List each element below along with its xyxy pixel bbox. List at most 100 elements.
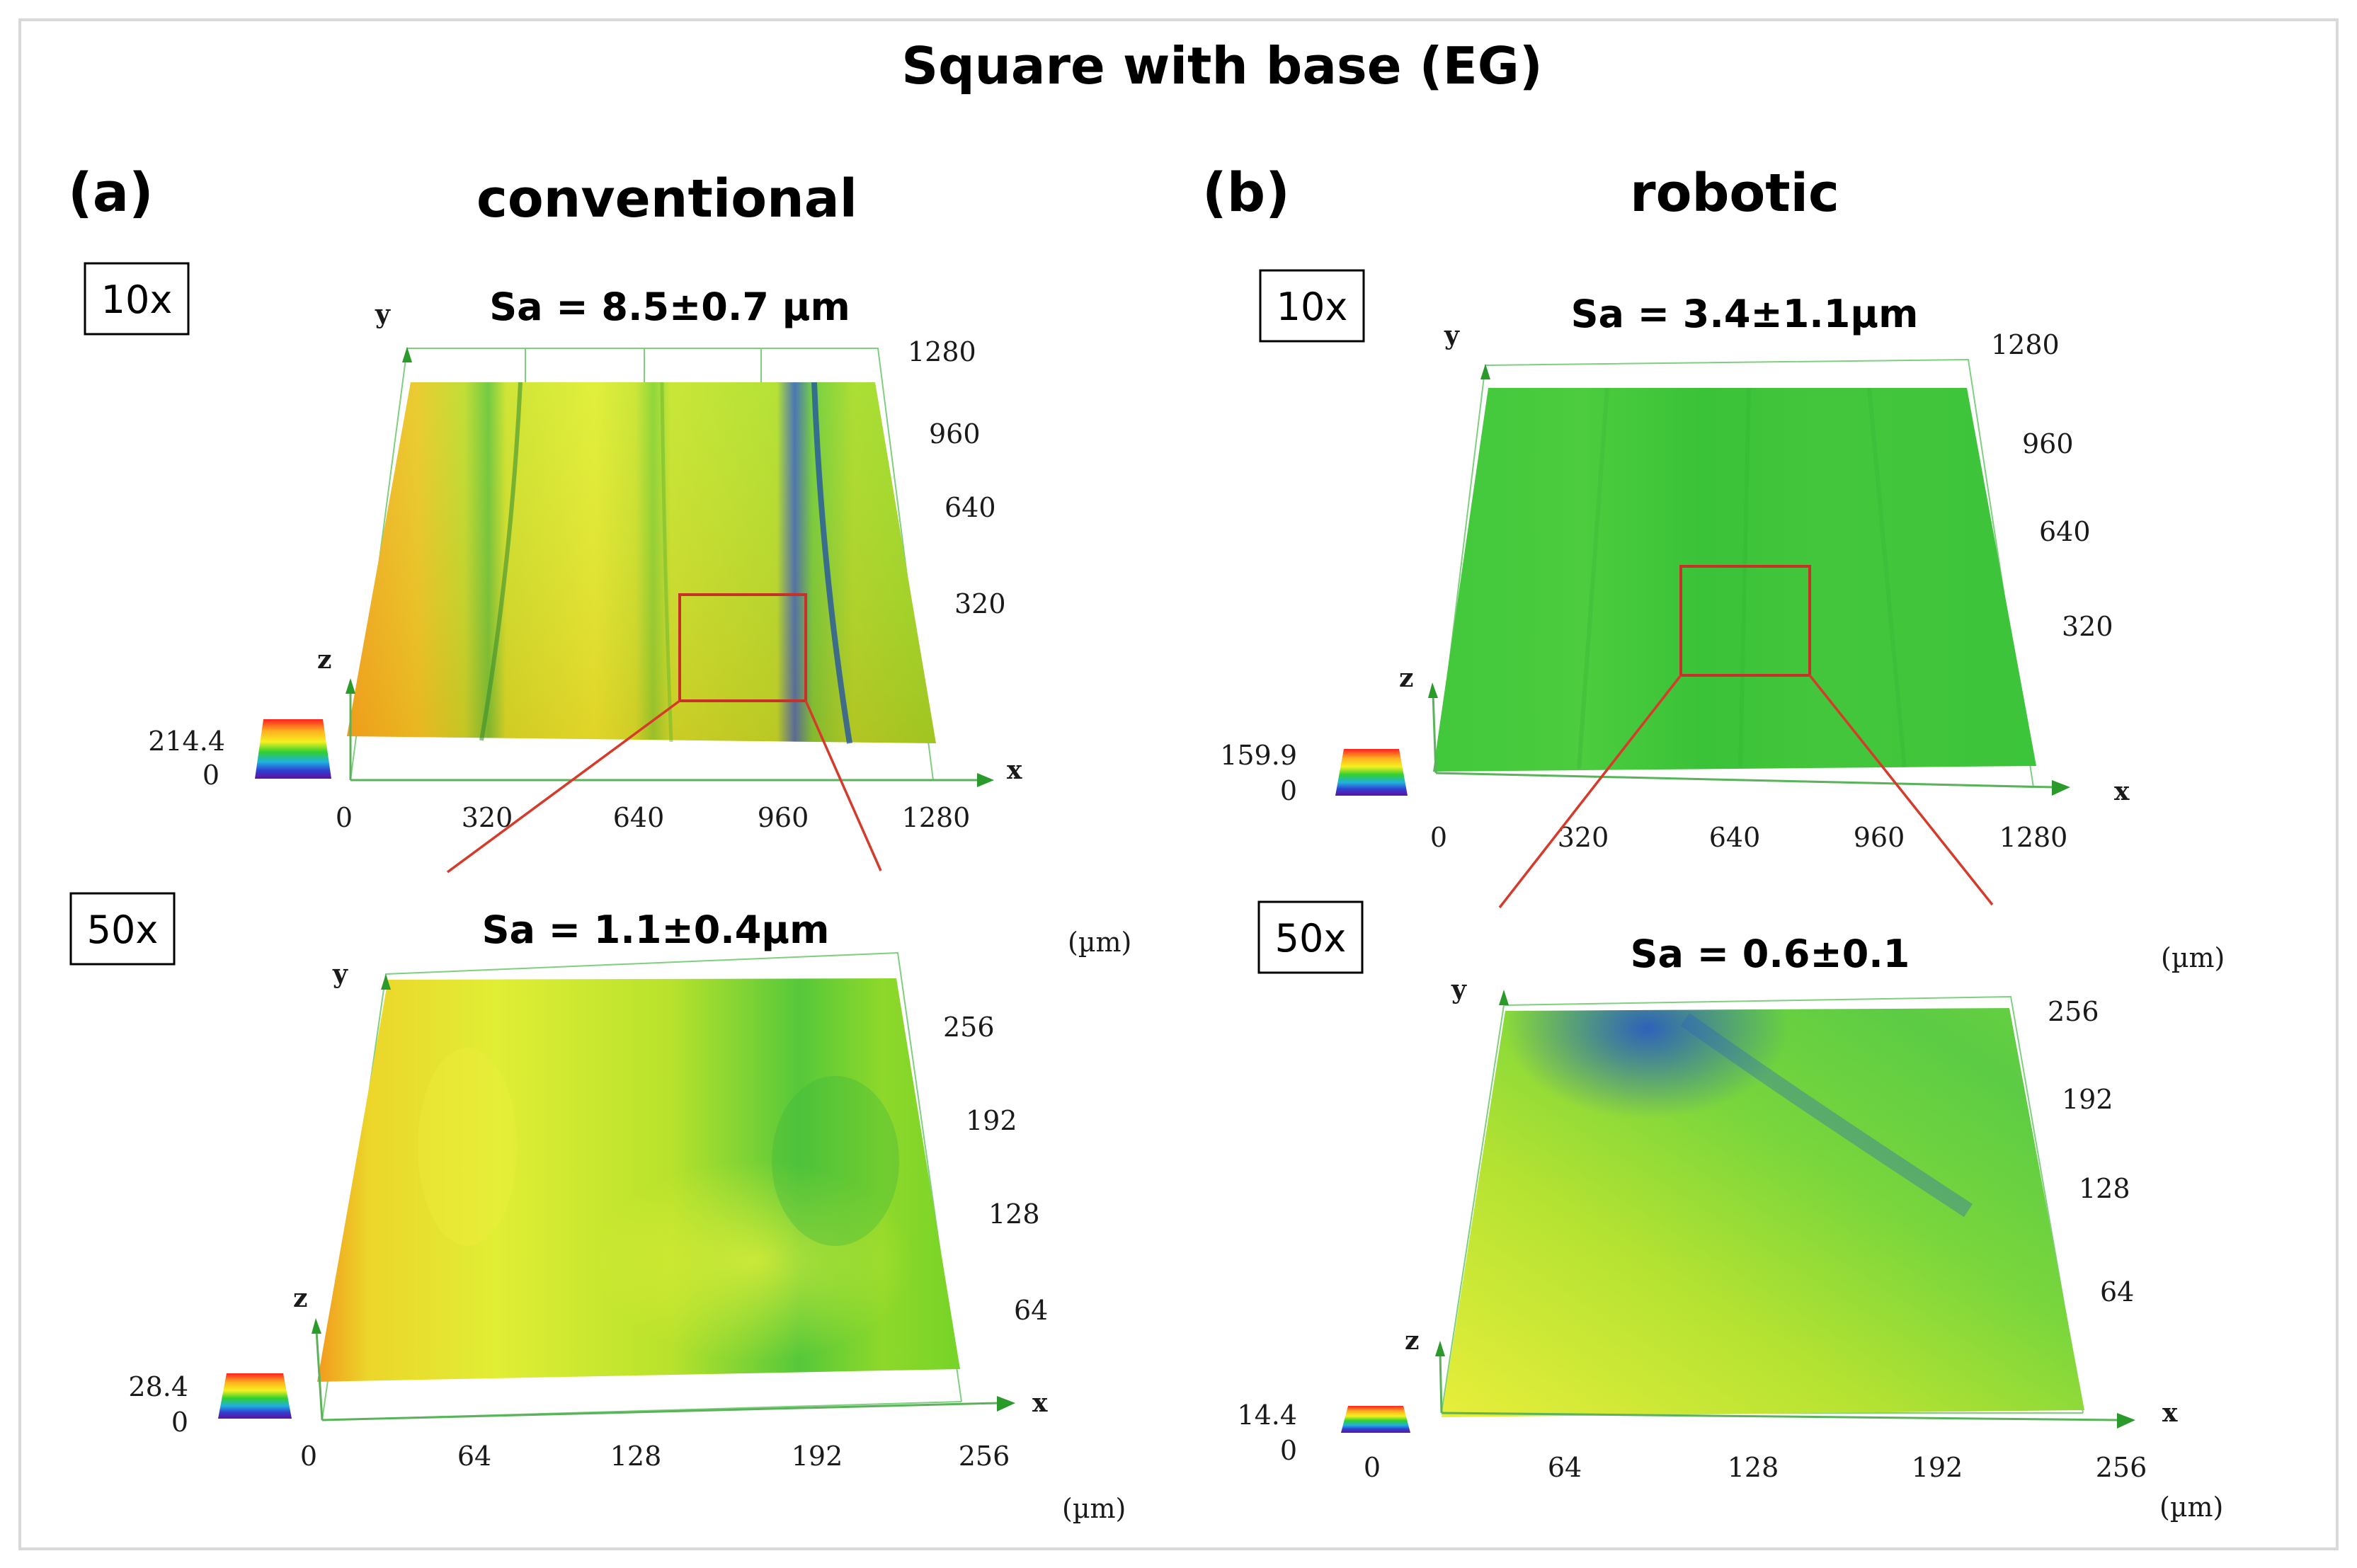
z-axis-a-50x xyxy=(315,1330,324,1421)
z-axis-arrow xyxy=(312,1318,321,1334)
zoom-region-b xyxy=(1679,565,1811,677)
z-colorbar-a-10x xyxy=(255,719,331,779)
x-tick-label: 960 xyxy=(758,802,809,833)
x-tick-label: 192 xyxy=(792,1441,843,1472)
panel-b-label: (b) xyxy=(1202,161,1290,224)
panel-b-heading: robotic xyxy=(1630,163,1839,224)
x-axis-arrow xyxy=(2117,1413,2135,1429)
x-tick-label: 320 xyxy=(1558,822,1609,853)
surface-patch xyxy=(772,1076,899,1246)
y-axis-arrow xyxy=(402,347,412,362)
x-tick-label: 256 xyxy=(959,1441,1010,1472)
panel-a-label: (a) xyxy=(68,161,154,224)
surface-highlight-a-50x xyxy=(317,978,960,1382)
y-axis-arrow xyxy=(1480,364,1490,379)
y-axis-arrow xyxy=(1499,990,1509,1005)
z-scale-min: 0 xyxy=(171,1407,188,1438)
sa-label-b-10x: Sa = 3.4±1.1µm xyxy=(1571,292,1919,336)
z-axis-arrow xyxy=(1435,1341,1445,1356)
x-tick-label: 640 xyxy=(613,802,665,833)
groove-line xyxy=(660,382,673,743)
x-tick-label: 128 xyxy=(610,1441,662,1472)
y-tick-label: 1280 xyxy=(908,336,976,367)
x-tick-label: 256 xyxy=(2096,1452,2147,1483)
x-axis-arrow xyxy=(997,1396,1015,1412)
y-tick-label: 640 xyxy=(2039,516,2091,547)
plot-b-50x: 50x Sa = 0.6±0.1 (µm) x y z 0 64 128 192… xyxy=(1237,900,2225,1523)
x-tick-label: 320 xyxy=(462,802,513,833)
y-axis-letter: y xyxy=(332,959,348,989)
y-tick-label: 256 xyxy=(2048,996,2099,1027)
z-scale-max: 214.4 xyxy=(148,726,225,757)
zoom-connector-right-a xyxy=(804,700,882,871)
y-tick-label: 640 xyxy=(944,492,996,523)
y-tick-label: 1280 xyxy=(1991,329,2060,360)
y-tick-label: 192 xyxy=(966,1105,1017,1136)
zoom-connector-left-b xyxy=(1498,674,1682,909)
mag-box-b-50x xyxy=(1257,900,1364,974)
x-tick-label: 128 xyxy=(1728,1452,1779,1483)
x-tick-label: 0 xyxy=(1364,1452,1381,1483)
sa-label-a-10x: Sa = 8.5±0.7 µm xyxy=(489,285,850,329)
z-axis-letter: z xyxy=(1399,663,1413,693)
z-colorbar-b-50x xyxy=(1341,1406,1410,1433)
x-tick-label: 1280 xyxy=(1999,822,2068,853)
surface-shade-a-10x xyxy=(347,382,936,743)
z-scale-max: 28.4 xyxy=(128,1371,188,1402)
unit-label-a-upper: (µm) xyxy=(1068,927,1131,958)
x-axis-b-50x xyxy=(1441,1412,2118,1421)
y-tick-label: 192 xyxy=(2062,1084,2113,1115)
x-tick-label: 960 xyxy=(1854,822,1905,853)
grid-box-b-50x xyxy=(1441,995,2084,1414)
y-tick-label: 320 xyxy=(954,588,1006,619)
y-tick-label: 256 xyxy=(943,1012,995,1043)
plot-a-50x: 50x Sa = 1.1±0.4µm (µm) x y z 0 64 128 1… xyxy=(69,892,1131,1524)
x-axis-letter: x xyxy=(1007,755,1022,785)
z-scale-max: 159.9 xyxy=(1220,740,1297,771)
z-axis-arrow xyxy=(1428,682,1438,698)
x-tick-label: 64 xyxy=(1548,1452,1582,1483)
y-tick-label: 128 xyxy=(988,1198,1040,1230)
zoom-connector-right-b xyxy=(1808,674,1994,906)
figure-frame xyxy=(18,18,2339,1550)
x-axis-letter: x xyxy=(2162,1398,2178,1428)
x-tick-label: 64 xyxy=(457,1441,491,1472)
x-axis-a-50x xyxy=(321,1402,999,1421)
z-axis-letter: z xyxy=(293,1283,307,1313)
x-axis-arrow xyxy=(977,773,994,787)
panel-a-heading: conventional xyxy=(476,168,857,229)
mag-box-a-10x xyxy=(84,262,190,336)
x-axis-b-10x xyxy=(1435,772,2054,789)
x-axis-letter: x xyxy=(1032,1388,1048,1418)
zoom-region-a xyxy=(678,593,807,702)
mag-label-a-50x: 50x xyxy=(87,908,159,952)
surface-band xyxy=(1867,387,1907,768)
y-axis-letter: y xyxy=(1451,975,1467,1005)
y-tick-label: 64 xyxy=(1014,1295,1048,1326)
z-axis-letter: z xyxy=(1405,1326,1419,1356)
mag-label-b-50x: 50x xyxy=(1275,916,1347,961)
sa-label-b-50x: Sa = 0.6±0.1 xyxy=(1631,932,1910,976)
z-scale-min: 0 xyxy=(202,760,219,791)
z-axis-b-50x xyxy=(1439,1353,1443,1414)
y-tick-label: 128 xyxy=(2079,1173,2130,1204)
y-tick-label: 64 xyxy=(2100,1276,2134,1307)
figure-title: Square with base (EG) xyxy=(901,36,1543,96)
z-colorbar-b-10x xyxy=(1335,749,1408,796)
z-scale-min: 0 xyxy=(1280,1435,1297,1466)
z-axis-letter: z xyxy=(317,645,331,675)
x-tick-label: 640 xyxy=(1709,822,1761,853)
y-tick-label: 320 xyxy=(2062,611,2113,642)
plot-b-10x: 10x Sa = 3.4±1.1µm x y z 0 320 640 960 1… xyxy=(1220,269,2130,853)
x-tick-label: 192 xyxy=(1912,1452,1963,1483)
groove-line xyxy=(479,382,523,741)
sa-label-a-50x: Sa = 1.1±0.4µm xyxy=(482,908,830,952)
surface-band xyxy=(1577,387,1609,769)
z-colorbar-a-50x xyxy=(218,1373,292,1419)
z-axis-b-10x xyxy=(1432,693,1437,774)
plot-a-10x: 10x Sa = 8.5±0.7 µm x y z 0 320 640 960 … xyxy=(84,262,1022,833)
y-tick-label: 960 xyxy=(929,418,981,450)
surface-band xyxy=(1738,387,1751,768)
y-axis-letter: y xyxy=(375,299,391,329)
